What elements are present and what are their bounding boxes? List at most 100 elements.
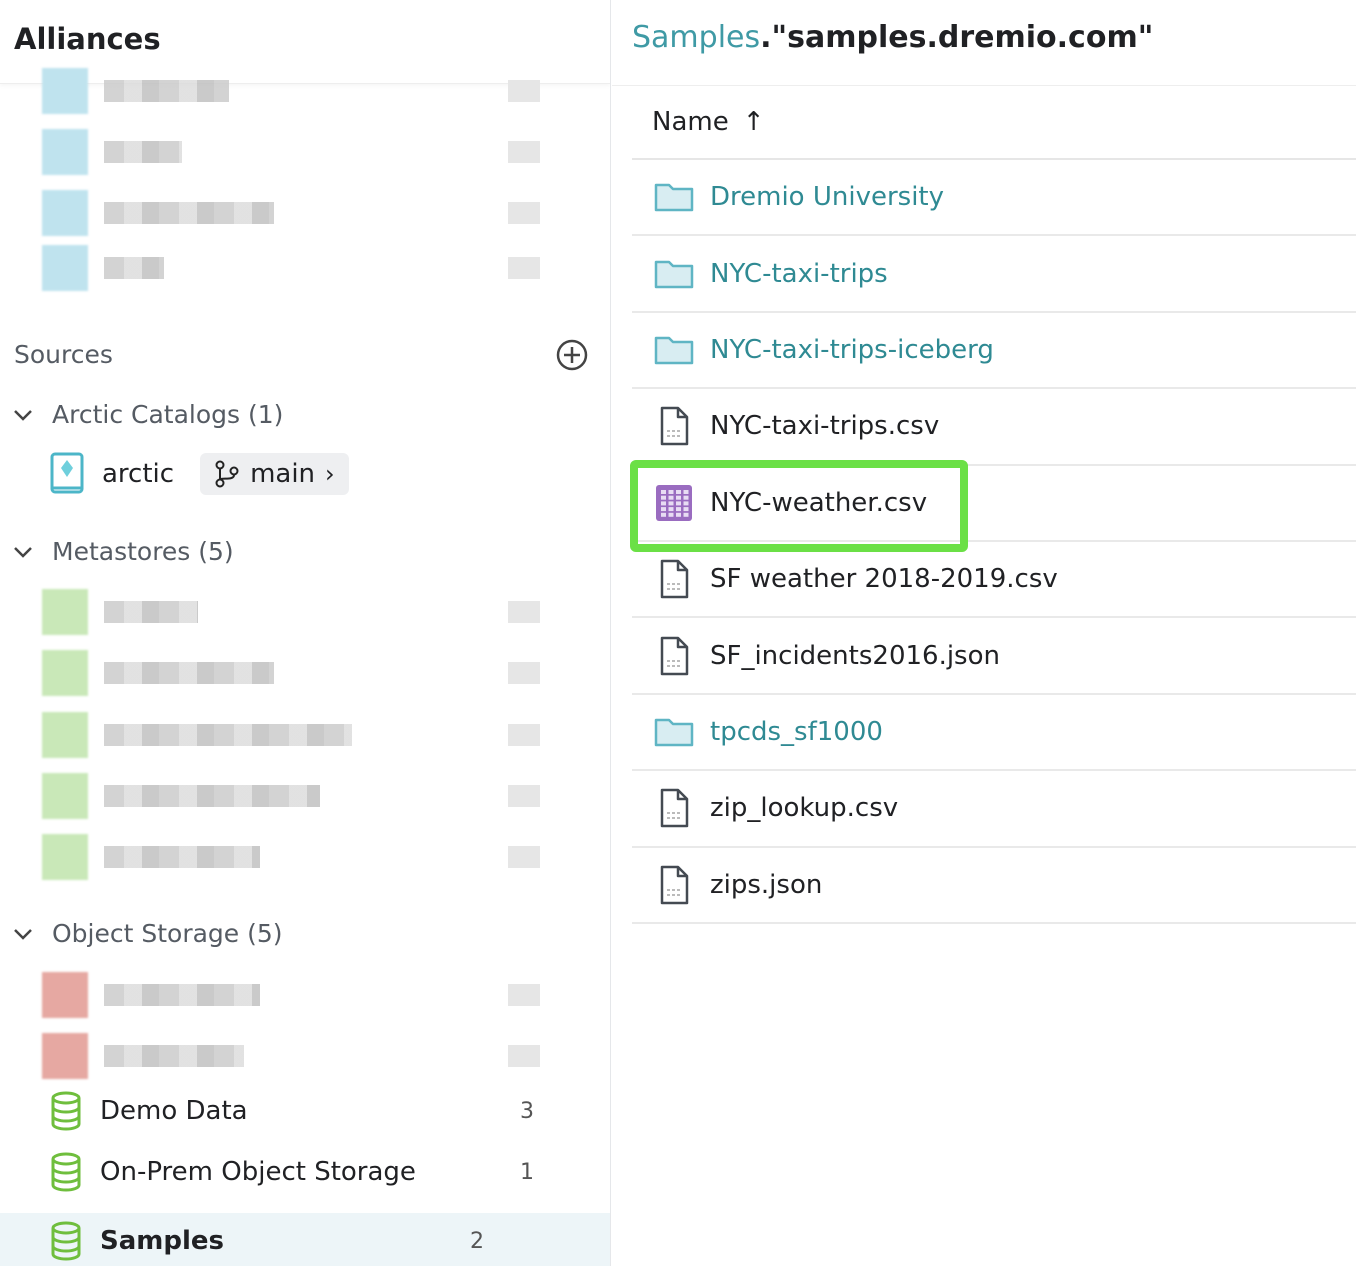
row-name[interactable]: SF_incidents2016.json [710, 640, 1000, 671]
folder-icon [654, 336, 694, 365]
branch-selector[interactable]: main › [200, 453, 349, 495]
redacted-text [104, 984, 260, 1006]
breadcrumb-current: "samples.dremio.com" [771, 20, 1154, 55]
source-item[interactable]: Demo Data 3 [50, 1091, 550, 1131]
source-count: 1 [520, 1159, 534, 1185]
redacted-text [104, 724, 352, 746]
redacted-source-item[interactable] [42, 245, 562, 291]
chevron-down-icon [14, 546, 32, 558]
column-label: Name [652, 107, 729, 137]
table-row[interactable]: SF_incidents2016.json [632, 618, 1356, 695]
table-row[interactable]: tpcds_sf1000 [632, 695, 1356, 772]
table-row[interactable]: NYC-taxi-trips-iceberg [632, 313, 1356, 390]
folder-icon [654, 718, 694, 747]
name-column-header[interactable]: Name ↑ [632, 86, 1356, 160]
group-object-storage[interactable]: Object Storage (5) [10, 919, 283, 948]
folder-icon [654, 183, 694, 212]
source-item[interactable]: On-Prem Object Storage 1 [50, 1152, 550, 1192]
redacted-icon [42, 773, 88, 819]
row-name[interactable]: SF weather 2018-2019.csv [710, 564, 1058, 595]
group-label: Metastores (5) [52, 537, 234, 566]
row-name[interactable]: NYC-taxi-trips.csv [710, 411, 940, 442]
group-metastores[interactable]: Metastores (5) [10, 537, 234, 566]
row-name[interactable]: NYC-taxi-trips-iceberg [710, 334, 994, 365]
redacted-source-item[interactable] [42, 190, 562, 236]
redacted-icon [42, 712, 88, 758]
redacted-count [508, 141, 540, 163]
redacted-icon [42, 245, 88, 291]
source-count: 3 [520, 1098, 534, 1124]
row-name[interactable]: NYC-taxi-trips [710, 258, 888, 289]
redacted-count [508, 1045, 540, 1067]
highlight-box [630, 459, 968, 552]
sort-ascending-icon: ↑ [742, 107, 765, 137]
branch-name: main [250, 459, 316, 489]
row-name[interactable]: tpcds_sf1000 [710, 716, 883, 747]
source-name: arctic [102, 459, 175, 489]
redacted-text [104, 846, 260, 868]
redacted-count [508, 257, 540, 279]
redacted-icon [42, 972, 88, 1018]
table-row[interactable]: zips.json [632, 848, 1356, 924]
redacted-source-item[interactable] [42, 68, 562, 114]
file-icon [660, 789, 689, 828]
git-branch-icon [215, 460, 239, 488]
table-row[interactable]: zip_lookup.csv [632, 771, 1356, 848]
row-name[interactable]: Dremio University [710, 182, 945, 213]
row-name[interactable]: NYC-weather.csv [710, 487, 928, 518]
chevron-right-icon: › [325, 460, 335, 488]
redacted-count [508, 601, 540, 623]
group-arctic-catalogs[interactable]: Arctic Catalogs (1) [10, 400, 283, 429]
redacted-text [104, 1045, 244, 1067]
redacted-icon [42, 68, 88, 114]
file-table: Name ↑ Dremio University NYC-taxi-trips NY… [630, 86, 1356, 924]
redacted-source-item[interactable] [42, 129, 562, 175]
redacted-text [104, 601, 198, 623]
source-count: 2 [470, 1228, 484, 1254]
arctic-catalog-icon [50, 452, 84, 494]
database-icon [51, 1091, 81, 1131]
add-source-icon[interactable] [555, 338, 589, 372]
source-name: Samples [100, 1226, 224, 1256]
source-arctic[interactable]: arctic main › [50, 452, 550, 496]
redacted-icon [42, 834, 88, 880]
redacted-source-item[interactable] [42, 972, 562, 1018]
file-icon [660, 407, 689, 446]
redacted-icon [42, 650, 88, 696]
sources-sidebar: Alliances Sources Arctic Catalogs (1) ar… [0, 0, 611, 1266]
table-row[interactable]: Dremio University [632, 160, 1356, 237]
redacted-source-item[interactable] [42, 1033, 562, 1079]
folder-icon [654, 260, 694, 288]
row-name[interactable]: zip_lookup.csv [710, 793, 899, 824]
row-name[interactable]: zips.json [710, 869, 823, 900]
redacted-count [508, 662, 540, 684]
redacted-source-item[interactable] [42, 773, 562, 819]
group-label: Object Storage (5) [52, 919, 283, 948]
redacted-count [508, 724, 540, 746]
table-row[interactable]: NYC-taxi-trips [632, 236, 1356, 313]
dataset-browser: Samples."samples.dremio.com" Name ↑ Drem… [612, 0, 1356, 1266]
source-item[interactable]: Samples 2 [0, 1213, 610, 1266]
chevron-down-icon [14, 928, 32, 940]
redacted-source-item[interactable] [42, 712, 562, 758]
database-icon [51, 1152, 81, 1192]
redacted-text [104, 202, 274, 224]
breadcrumb-root[interactable]: Samples [632, 20, 761, 55]
redacted-count [508, 202, 540, 224]
table-row[interactable]: NYC-weather.csv [630, 459, 1356, 552]
sources-heading: Sources [14, 340, 113, 369]
redacted-count [508, 785, 540, 807]
file-icon [660, 559, 689, 599]
redacted-icon [42, 589, 88, 635]
breadcrumb-separator: . [760, 20, 772, 55]
redacted-text [104, 141, 182, 163]
redacted-count [508, 846, 540, 868]
table-row[interactable]: SF weather 2018-2019.csv [632, 542, 1356, 619]
redacted-source-item[interactable] [42, 589, 562, 635]
redacted-source-item[interactable] [42, 834, 562, 880]
redacted-text [104, 257, 164, 279]
redacted-source-item[interactable] [42, 650, 562, 696]
redacted-count [508, 984, 540, 1006]
table-row[interactable]: NYC-taxi-trips.csv [632, 389, 1356, 466]
redacted-text [104, 80, 229, 102]
